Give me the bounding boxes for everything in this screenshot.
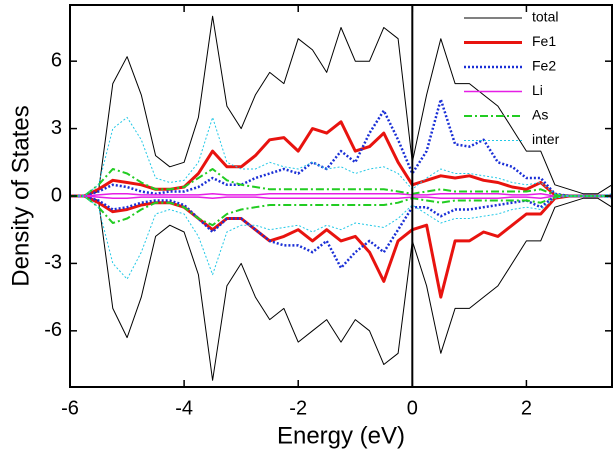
series-line — [70, 195, 613, 280]
legend-label: total — [532, 9, 558, 25]
legend-label: As — [532, 107, 548, 123]
plot-frame — [69, 4, 613, 388]
x-tick-label: -2 — [289, 397, 307, 419]
y-tick-label: -6 — [44, 319, 62, 341]
y-tick-label: 6 — [51, 49, 62, 71]
x-tick-label: 0 — [407, 397, 418, 419]
y-tick-label: 3 — [51, 117, 62, 139]
series-line — [70, 116, 613, 197]
x-axis-label: Energy (eV) — [277, 422, 405, 449]
x-tick-label: -4 — [175, 397, 193, 419]
series-line — [70, 120, 612, 198]
series-line — [70, 194, 612, 270]
series-line — [70, 195, 613, 381]
legend-label: Li — [532, 82, 543, 98]
legend-label: inter — [532, 131, 560, 147]
x-tick-label: 2 — [521, 397, 532, 419]
y-tick-label: 0 — [51, 184, 62, 206]
y-tick-label: -3 — [44, 252, 62, 274]
legend-label: Fe2 — [532, 58, 556, 74]
series-line — [70, 193, 612, 197]
legend-label: Fe1 — [532, 33, 556, 49]
series-line — [70, 98, 612, 198]
series-line — [70, 15, 613, 197]
x-tick-label: -6 — [61, 397, 79, 419]
y-axis-label: Density of States — [7, 105, 34, 286]
series-line — [70, 194, 612, 299]
series-line — [70, 195, 612, 199]
